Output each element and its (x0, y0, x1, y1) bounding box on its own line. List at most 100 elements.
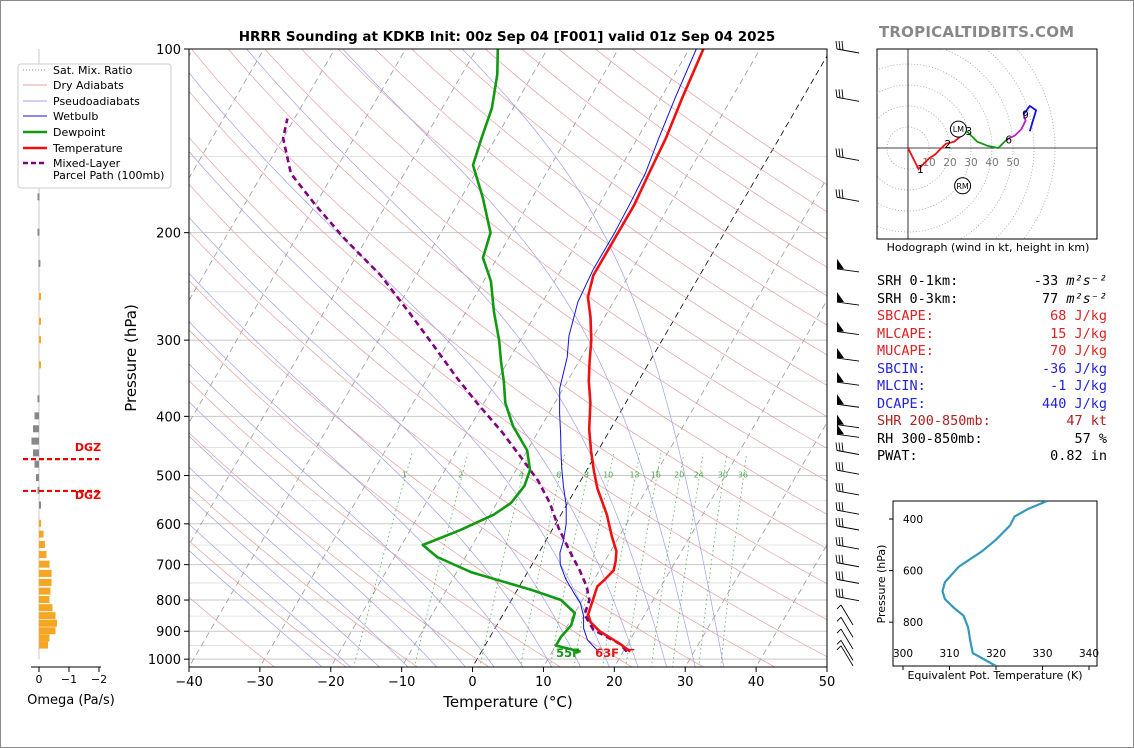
dry-adiabat-line (189, 279, 705, 667)
mixing-ratio-label: 24 (694, 471, 704, 480)
omega-axis-label: Omega (Pa/s) (27, 693, 115, 708)
index-number: 68 J/kg (1050, 308, 1107, 324)
hodograph-ring-label: 10 (922, 157, 935, 169)
wind-barb-feather (838, 442, 841, 452)
x-tick-label: −30 (246, 675, 273, 690)
thetae-y-tick-label: 800 (903, 617, 923, 629)
index-value: 57 % (1074, 431, 1107, 449)
wind-barb (836, 424, 860, 438)
wind-barb-flag (837, 321, 844, 332)
wind-barb-feather (841, 517, 844, 528)
surface-temperature-label: 63F (595, 646, 619, 660)
wind-barb-staff (836, 469, 860, 475)
omega-bar (37, 486, 40, 494)
isotherm-line (189, 49, 336, 302)
omega-bar (39, 569, 52, 577)
index-unit: m²s⁻² (1058, 290, 1107, 307)
isotherm-line (259, 49, 619, 667)
hodograph-height-label: 3 (965, 126, 972, 138)
isotherm-line (189, 49, 548, 667)
sounding-indices: SRH 0-1km: -33 m²s⁻² SRH 0-3km: 77 m²s⁻² SBC… (877, 273, 1107, 466)
wind-barb-feather (838, 502, 841, 511)
omega-bar (37, 228, 40, 236)
x-tick-label: −20 (317, 675, 344, 690)
wind-barb-flag (837, 372, 844, 383)
omega-bar (39, 641, 48, 649)
omega-bar (39, 627, 56, 635)
skewt-profiles (281, 49, 705, 653)
index-number: 15 J/kg (1050, 325, 1107, 342)
mixing-ratio-line (353, 453, 413, 667)
index-value: 0.82 in (1050, 448, 1107, 466)
wind-barb-staff (836, 424, 860, 429)
x-tick-label: 10 (535, 675, 552, 690)
wind-barb (835, 536, 860, 550)
mixing-ratio-label: 6 (556, 471, 561, 480)
wind-barb (835, 40, 860, 54)
hodograph-frame (876, 48, 1098, 240)
wind-barb-feather (838, 462, 841, 471)
index-number: 77 (1041, 290, 1059, 307)
dry-adiabat-line (227, 49, 827, 515)
wind-barb-feather (841, 482, 844, 493)
index-value: 68 J/kg (1050, 308, 1107, 326)
wind-barb-feather (838, 554, 841, 564)
index-value: 47 kt (1066, 413, 1107, 431)
wind-barb-staff (836, 403, 860, 408)
x-tick-label: 0 (468, 675, 476, 690)
index-row: PWAT: 0.82 in (877, 448, 1107, 466)
isotherm-line (189, 49, 265, 179)
wind-barb-flag (837, 258, 844, 269)
legend-label: Dry Adiabats (53, 79, 124, 92)
index-number: -1 J/kg (1050, 378, 1107, 394)
wind-barb-staff (836, 544, 860, 550)
legend-label: Mixed-Layer (53, 157, 121, 170)
wind-barb-flag (837, 394, 844, 405)
mixing-ratio-line (573, 453, 615, 667)
pseudoadiabat-line (246, 49, 667, 667)
wind-barb (836, 616, 854, 638)
wind-barb (836, 258, 860, 273)
pseudoadiabat-line (189, 216, 581, 667)
wind-barb (835, 588, 860, 602)
wind-barb (835, 442, 860, 455)
index-label: SBCAPE: (877, 308, 934, 324)
wind-barb-feather (836, 616, 842, 622)
legend-box (17, 63, 172, 189)
hodograph-height-label: 2 (944, 139, 951, 151)
omega-bar (31, 437, 39, 445)
y-tick-label: 900 (156, 625, 181, 640)
wind-barb-feather (835, 89, 838, 98)
legend: Sat. Mix. Ratio Dry Adiabats Pseudoadiabat… (17, 63, 172, 189)
hodograph-height-label: 9 (1022, 109, 1029, 121)
omega-bar (37, 193, 40, 201)
hodograph-trace (907, 130, 968, 171)
thetae-x-tick-label: 310 (939, 648, 959, 660)
hodograph-storm-motion-label: LM (953, 125, 964, 134)
thetae-x-tick-label: 340 (1079, 648, 1099, 660)
wind-barb-feather (835, 148, 838, 157)
dry-adiabat-line (189, 136, 827, 621)
mixing-ratio-label: 13 (629, 471, 639, 480)
wind-barb-feather (835, 442, 838, 451)
wind-barb-feather (841, 536, 844, 547)
wind-barb-flag (837, 424, 844, 435)
pseudoadiabat-line (189, 272, 553, 667)
index-label: SHR 200-850mb: (877, 413, 991, 429)
index-label: PWAT: (877, 448, 918, 464)
omega-bar (39, 578, 52, 586)
wind-barb-staff (840, 645, 854, 667)
omega-bar (39, 541, 45, 549)
wind-barb-staff (836, 196, 860, 202)
hodograph: 10 20 30 40 50 1 2 3 6 9 LM RM (877, 49, 1097, 239)
pseudoadiabat-line (189, 496, 380, 667)
wind-barb-staff (836, 433, 860, 438)
index-row: SHR 200-850mb: 47 kt (877, 413, 1107, 431)
wind-barb-feather (838, 189, 841, 198)
hodograph-storm-motion (949, 120, 967, 138)
x-tick-label: 50 (819, 675, 836, 690)
y-tick-label: 300 (156, 334, 181, 349)
wind-barb (835, 554, 860, 568)
isotherm-line (613, 299, 827, 667)
wind-barbs (835, 40, 860, 667)
